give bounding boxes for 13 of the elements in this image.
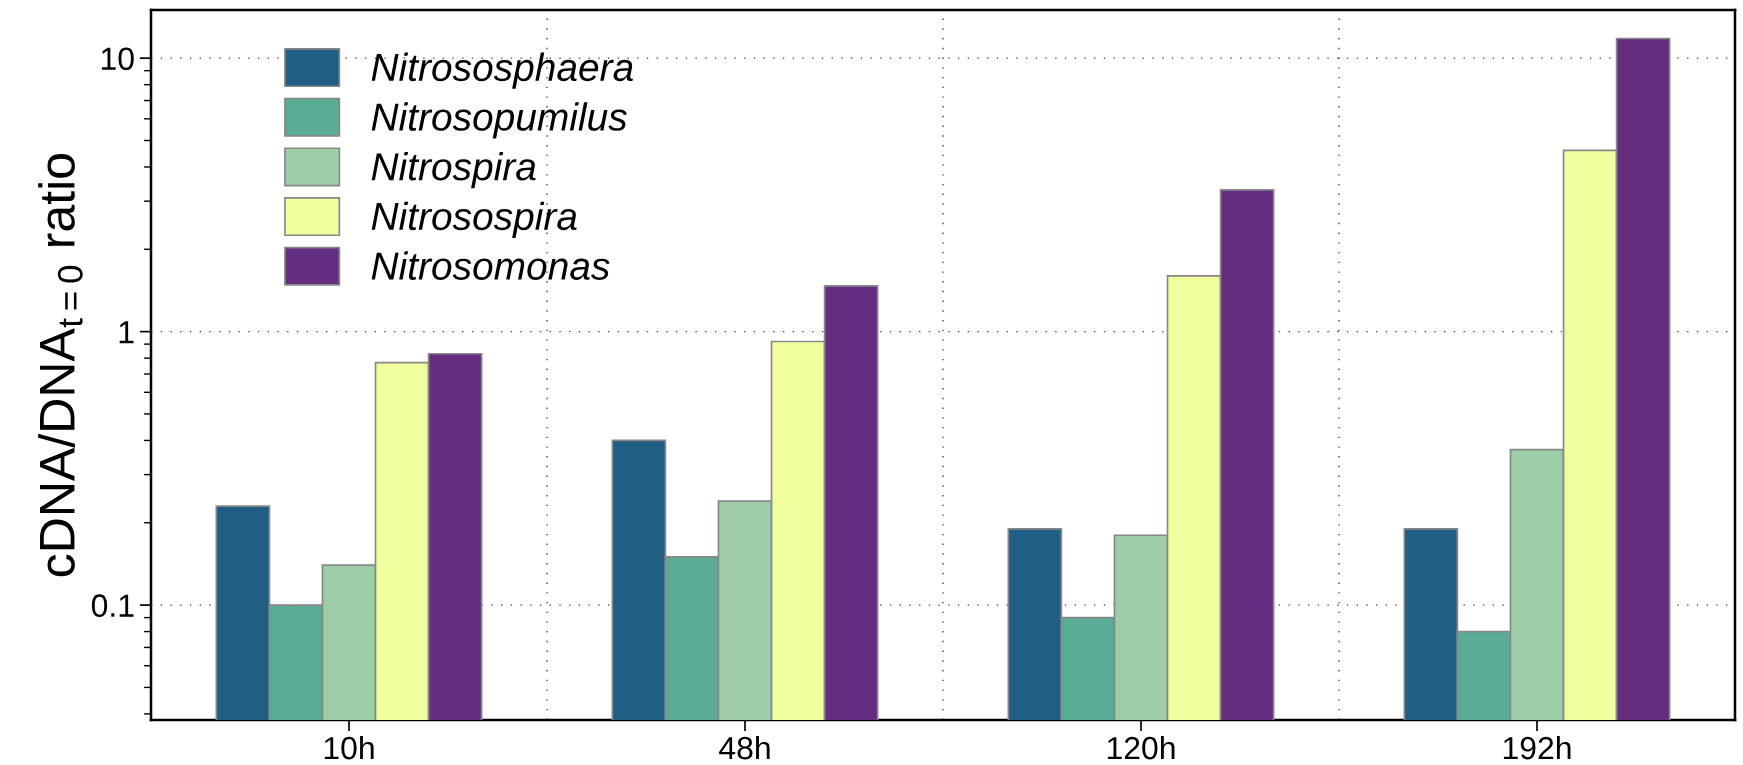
legend-label: Nitrosomonas (371, 251, 610, 280)
legend-label: Nitrospira (371, 151, 536, 189)
legend-label: Nitrososphaera (371, 52, 633, 89)
x-tick-label: 192h (1503, 735, 1571, 760)
legend-label: Nitrosopumilus (371, 102, 627, 139)
y-tick-label: 10 (101, 47, 134, 71)
y-axis-title: cDNA/DNA$_{t=0}$ ratio (38, 154, 83, 577)
x-tick-label: 120h (1107, 735, 1175, 760)
y-tick-label: 0.1 (91, 594, 134, 617)
x-tick-label: 10h (324, 735, 374, 760)
y-tick-label: 1 (119, 321, 134, 344)
legend-label: Nitrosospira (371, 201, 577, 238)
x-tick-label: 48h (719, 735, 770, 760)
